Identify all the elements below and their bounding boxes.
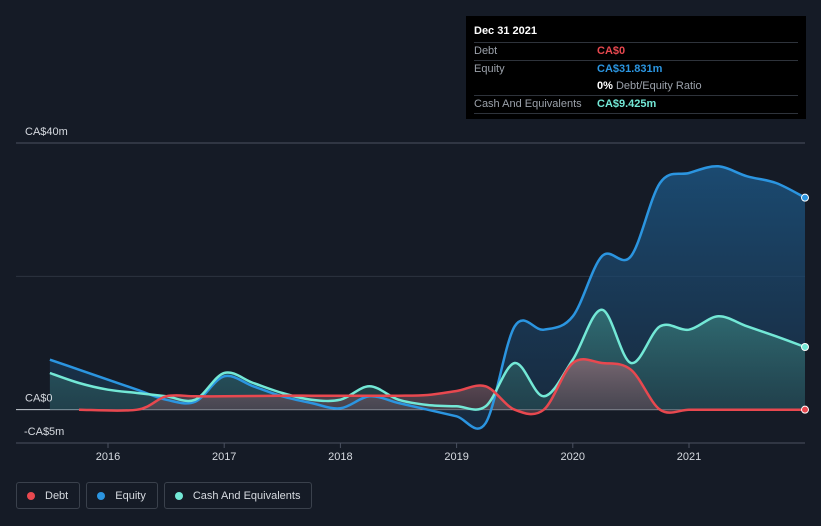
legend-item-debt[interactable]: Debt [16, 482, 81, 509]
tooltip-date: Dec 31 2021 [474, 25, 537, 37]
debt-line [78, 358, 805, 416]
x-tick-label: 2016 [96, 451, 120, 463]
cash-dot-icon [174, 491, 183, 500]
tooltip-cash-label: Cash And Equivalents [474, 98, 582, 110]
x-tick-label: 2020 [561, 451, 585, 463]
debt-dot-icon [27, 491, 35, 500]
equity-dot-icon [97, 491, 106, 500]
equity-line [49, 165, 806, 430]
tooltip-cash-row: Cash And Equivalents CA$9.425m [474, 95, 798, 113]
legend-equity-label: Equity [115, 489, 146, 502]
x-tick-label: 2019 [444, 451, 468, 463]
tooltip-equity-row: Equity CA$31.831m [474, 60, 798, 78]
cash-end-marker [801, 343, 809, 351]
legend-item-equity[interactable]: Equity [86, 482, 158, 509]
tooltip-ratio-value: 0% [597, 80, 613, 92]
legend: Debt Equity Cash And Equivalents [16, 482, 313, 509]
cash-line [49, 308, 806, 411]
tooltip-ratio-label: Debt/Equity Ratio [615, 80, 702, 92]
tooltip-cash-value: CA$9.425m [597, 98, 657, 110]
tooltip-equity-value: CA$31.831m [597, 63, 663, 75]
tooltip-ratio-row: 0% Debt/Equity Ratio [474, 78, 798, 95]
x-tick-label: 2017 [212, 451, 236, 463]
equity-end-marker [801, 193, 809, 202]
tooltip-debt-value: CA$0 [597, 45, 626, 57]
tooltip-ratio: 0% Debt/Equity Ratio [597, 78, 702, 95]
legend-item-cash[interactable]: Cash And Equivalents [163, 482, 313, 509]
tooltip-debt-row: Debt CA$0 [474, 42, 798, 60]
x-tick-label: 2021 [677, 451, 701, 463]
y-tick-label: CA$40m [25, 126, 68, 138]
y-tick-label: CA$0 [25, 393, 53, 405]
tooltip-panel: Dec 31 2021 Debt CA$0 Equity CA$31.831m … [466, 16, 806, 119]
y-tick-label: -CA$5m [24, 426, 64, 438]
tooltip-debt-label: Debt [474, 45, 498, 57]
legend-cash-label: Cash And Equivalents [192, 489, 301, 502]
x-tick-label: 2018 [328, 451, 352, 463]
debt-area [79, 359, 805, 415]
legend-debt-label: Debt [45, 489, 69, 502]
debt-end-marker [801, 405, 809, 414]
tooltip-equity-label: Equity [474, 63, 505, 75]
